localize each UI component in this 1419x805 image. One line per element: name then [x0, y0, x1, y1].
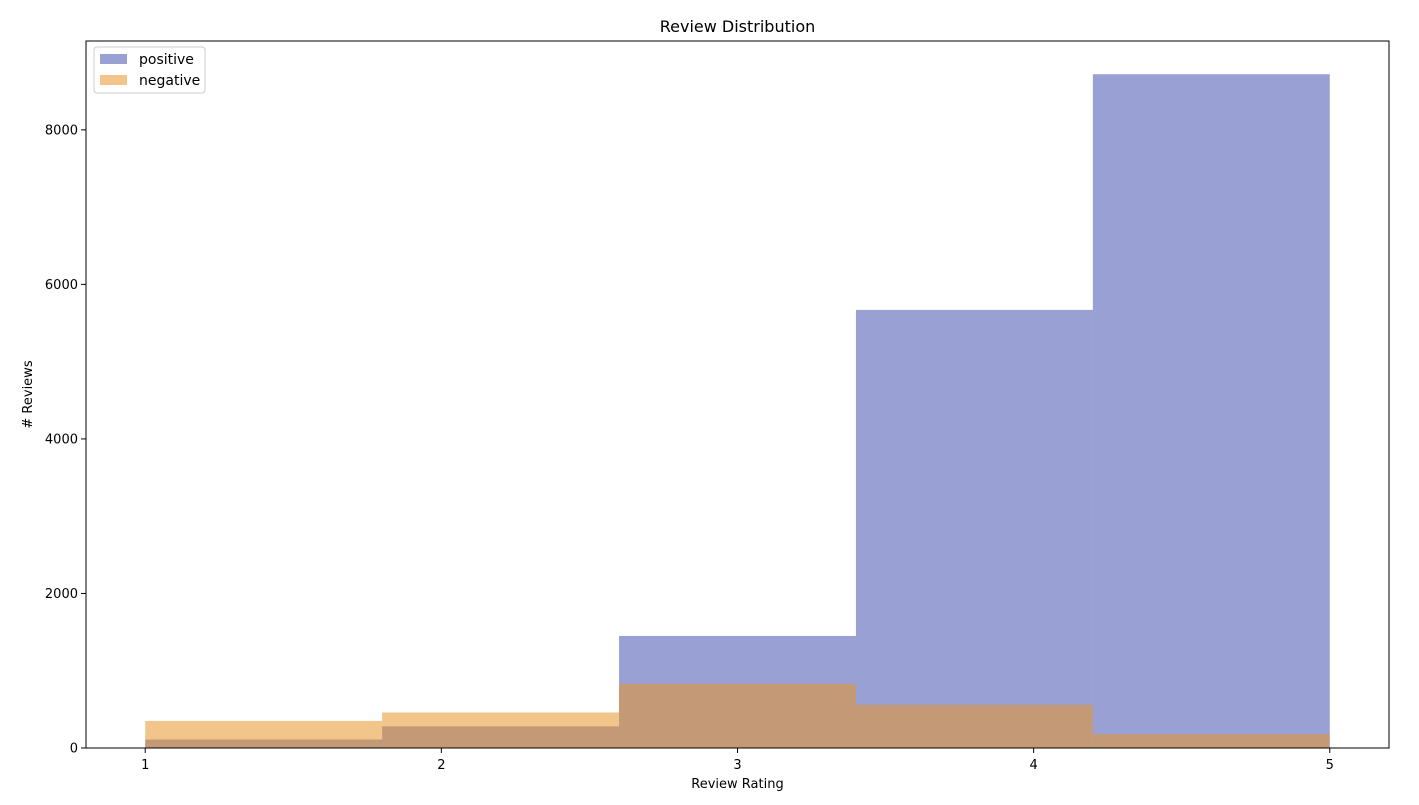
legend: positive negative — [93, 46, 206, 94]
x-tick-label: 4 — [1029, 758, 1037, 773]
legend-label-positive: positive — [139, 52, 194, 68]
y-tick-label: 2000 — [45, 587, 78, 602]
x-tick-label: 2 — [437, 758, 445, 773]
legend-label-negative: negative — [139, 73, 200, 89]
x-tick-label: 1 — [141, 758, 149, 773]
legend-swatch-negative — [100, 75, 127, 85]
bar-negative-2 — [382, 712, 620, 748]
bar-negative-3 — [619, 683, 856, 748]
y-tick-label: 8000 — [45, 123, 78, 138]
x-tick-label: 3 — [733, 758, 741, 773]
legend-swatch-positive — [100, 54, 127, 64]
bar-negative-5 — [1092, 734, 1330, 748]
bar-negative-4 — [855, 704, 1093, 748]
bar-positive-4 — [855, 309, 1093, 748]
y-tick-label: 4000 — [45, 432, 78, 447]
x-axis-ticks: 1 2 3 4 5 — [141, 748, 1334, 773]
y-tick-label: 0 — [70, 742, 78, 757]
x-axis-label: Review Rating — [691, 777, 783, 792]
y-tick-label: 6000 — [45, 278, 78, 293]
y-axis-label: # Reviews — [21, 360, 36, 428]
y-axis-ticks: 0 2000 4000 6000 8000 — [45, 123, 86, 757]
bar-negative-1 — [145, 720, 383, 748]
x-tick-label: 5 — [1326, 758, 1334, 773]
chart-title: Review Distribution — [660, 17, 816, 36]
bars-layer — [145, 74, 1330, 748]
bar-positive-5 — [1092, 74, 1330, 748]
